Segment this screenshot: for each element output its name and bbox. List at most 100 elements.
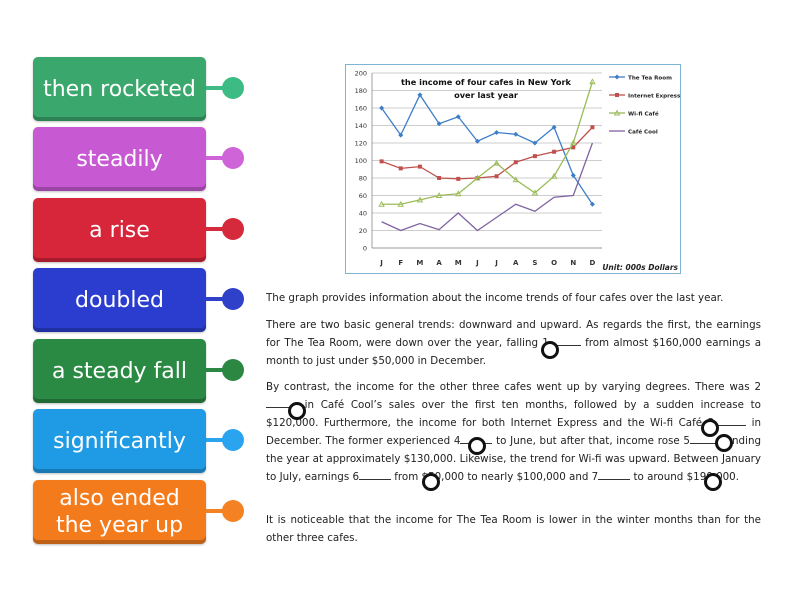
drop-target-7[interactable] <box>704 473 722 491</box>
passage-text: There are two basic general trends: down… <box>266 319 761 349</box>
x-tick-label: M <box>416 259 423 267</box>
line-chart: 0 20 40 60 80 100 120 140 160 180 200 J F M A M J J A S O N D T… <box>345 64 681 274</box>
tile-steadily[interactable]: steadily <box>33 127 206 191</box>
passage-text: to June, but after that, income rose 5 <box>492 435 690 447</box>
data-point <box>379 105 385 111</box>
x-tick-label: F <box>398 259 403 267</box>
x-tick-label: J <box>475 259 479 267</box>
tile-label: a rise <box>89 217 150 243</box>
drop-target-5[interactable] <box>715 434 733 452</box>
data-point <box>552 149 557 154</box>
drop-target-1[interactable] <box>541 341 559 359</box>
series-line <box>381 126 593 180</box>
data-point <box>436 121 442 127</box>
chart-title: the income of four cafes in New York <box>401 77 571 87</box>
x-tick-label: N <box>570 259 576 267</box>
legend-marker <box>613 109 621 116</box>
legend-label: Internet Express <box>628 93 680 99</box>
passage-text: to around $190,000. <box>630 471 740 483</box>
y-tick-label: 0 <box>363 245 367 253</box>
connector-line <box>206 509 232 513</box>
data-point <box>416 196 424 203</box>
drop-target-6[interactable] <box>422 473 440 491</box>
connector-line <box>206 227 232 231</box>
connector-line <box>206 438 232 442</box>
x-tick-label: J <box>494 259 498 267</box>
data-point <box>493 159 500 166</box>
passage-paragraph-1: There are two basic general trends: down… <box>266 316 761 370</box>
data-point <box>550 172 558 179</box>
drag-handle-pin[interactable] <box>222 218 244 240</box>
tile-label: also ended the year up <box>55 486 184 538</box>
data-point <box>398 166 403 171</box>
drop-target-4[interactable] <box>468 437 486 455</box>
x-tick-label: J <box>379 259 383 267</box>
data-point <box>379 159 384 164</box>
data-point <box>417 164 422 169</box>
passage-text: By contrast, the income for the other th… <box>266 381 761 393</box>
drag-handle-pin[interactable] <box>222 500 244 522</box>
legend-label: Café Cool <box>628 128 658 135</box>
blank-2 <box>266 398 298 408</box>
drop-target-3[interactable] <box>701 419 719 437</box>
y-tick-label: 20 <box>359 227 367 235</box>
unit-note: Unit: 000s Dollars <box>602 263 678 272</box>
drop-target-2[interactable] <box>288 402 306 420</box>
series-line <box>381 93 593 205</box>
data-point <box>589 78 596 85</box>
tile-a-rise[interactable]: a rise <box>33 198 206 262</box>
tile-also-ended-the-year-up[interactable]: also ended the year up <box>33 480 206 544</box>
blank-3 <box>714 416 747 426</box>
data-point <box>513 160 518 165</box>
series-line <box>381 81 594 205</box>
tile-a-steady-fall[interactable]: a steady fall <box>33 339 206 403</box>
data-point <box>513 131 519 137</box>
data-point <box>435 192 443 198</box>
passage-text: ending the year at approximately $130,00… <box>266 435 762 483</box>
passage-paragraph-3: It is noticeable that the income for The… <box>266 514 761 544</box>
data-point <box>378 200 385 207</box>
chart-title: over last year <box>454 90 519 100</box>
x-tick-label: A <box>513 259 519 267</box>
legend-marker <box>614 74 620 80</box>
tile-label: doubled <box>75 287 164 313</box>
connector-line <box>206 86 232 90</box>
x-tick-label: O <box>551 259 557 267</box>
tile-label: then rocketed <box>43 76 196 102</box>
tile-doubled[interactable]: doubled <box>33 268 206 332</box>
data-point <box>437 176 442 180</box>
tile-significantly[interactable]: significantly <box>33 409 206 473</box>
passage-paragraph-2: By contrast, the income for the other th… <box>266 378 761 486</box>
drag-handle-pin[interactable] <box>222 288 244 310</box>
y-tick-label: 60 <box>359 192 367 200</box>
drag-handle-pin[interactable] <box>222 77 244 99</box>
legend-marker <box>615 93 619 97</box>
drag-handle-pin[interactable] <box>222 147 244 169</box>
drag-handle-pin[interactable] <box>222 429 244 451</box>
data-point <box>494 174 499 179</box>
legend-label: The Tea Room <box>628 75 672 81</box>
y-tick-label: 80 <box>359 175 367 183</box>
blank-6 <box>359 470 392 480</box>
data-point <box>397 200 405 207</box>
tile-label: significantly <box>53 428 186 454</box>
x-tick-label: M <box>455 259 462 267</box>
passage-text: from almost $160,000 earnings a month to… <box>266 337 762 367</box>
tile-then-rocketed[interactable]: then rocketed <box>33 57 206 121</box>
y-tick-label: 140 <box>355 122 367 130</box>
data-point <box>590 125 595 130</box>
x-tick-label: D <box>590 259 596 267</box>
blank-7 <box>598 470 631 480</box>
passage-text: from $50,000 to nearly $100,000 and 7 <box>391 471 599 483</box>
blank-5 <box>689 434 722 444</box>
drag-handle-pin[interactable] <box>222 359 244 381</box>
data-point <box>454 190 462 197</box>
data-point <box>551 124 557 130</box>
passage-intro: The graph provides information about the… <box>266 292 724 304</box>
data-point <box>531 189 539 196</box>
y-tick-label: 160 <box>355 105 367 113</box>
data-point <box>569 139 577 146</box>
data-point <box>570 172 576 178</box>
connector-line <box>206 297 232 301</box>
x-tick-label: S <box>532 259 537 267</box>
